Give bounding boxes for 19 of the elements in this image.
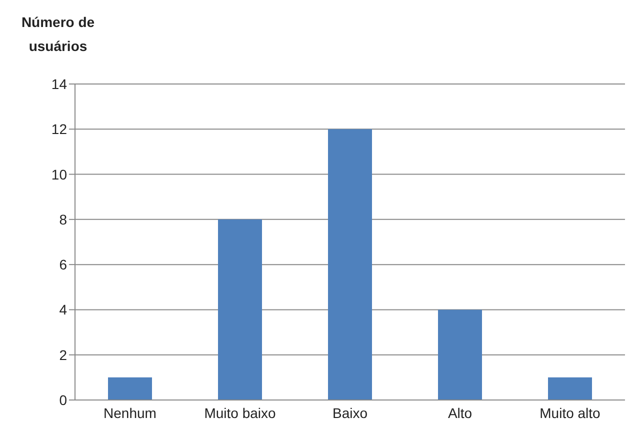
y-tick-label: 12	[51, 121, 68, 138]
y-tick-label: 2	[59, 346, 68, 363]
x-tick-label: Baixo	[332, 404, 368, 421]
x-tick-label: Muito alto	[540, 404, 601, 421]
y-tick-label: 6	[59, 256, 68, 273]
bar	[438, 310, 482, 400]
bar	[328, 129, 372, 400]
y-tick-label: 4	[59, 302, 68, 318]
y-tick-label: 10	[51, 166, 68, 182]
x-tick-label: Nenhum	[104, 404, 156, 421]
x-tick-label: Alto	[448, 404, 472, 421]
bar	[218, 219, 262, 400]
y-tick-label: 8	[59, 211, 68, 228]
y-tick-label: 0	[59, 392, 68, 408]
y-axis-title: Número de usuários	[20, 13, 96, 56]
bar	[548, 377, 592, 400]
x-tick-label: Muito baixo	[204, 404, 276, 421]
y-tick-label: 14	[51, 76, 68, 92]
bar	[108, 377, 152, 400]
